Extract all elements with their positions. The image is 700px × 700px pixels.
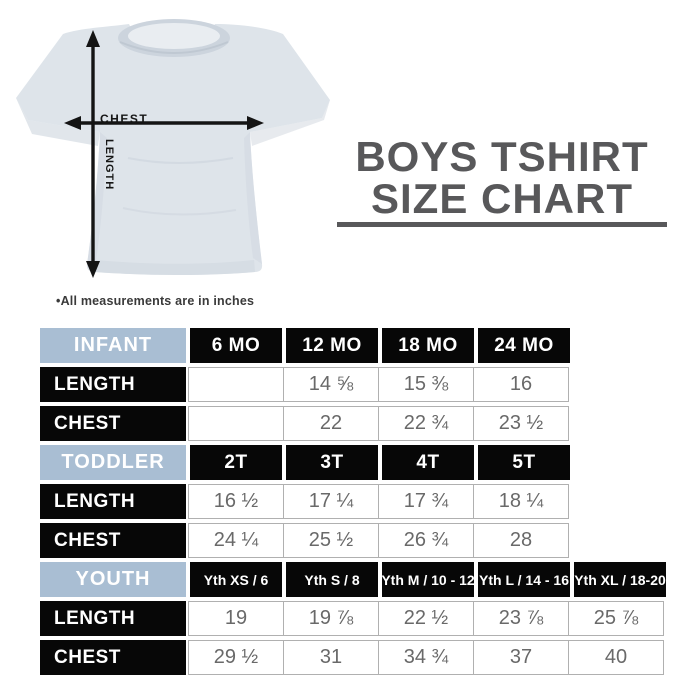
section-label-youth: YOUTH: [40, 562, 186, 597]
value-cell: 14 ⅝: [283, 367, 379, 402]
chest-measure-label: CHEST: [100, 112, 149, 126]
collar-inner: [128, 23, 220, 49]
size-header: 2T: [190, 445, 282, 480]
value-cell: 18 ¼: [473, 484, 569, 519]
value-cell: 17 ¼: [283, 484, 379, 519]
page-title: BOYS TSHIRT SIZE CHART: [334, 136, 670, 220]
size-header: 5T: [478, 445, 570, 480]
value-cell: [188, 367, 284, 402]
size-table: INFANT 6 MO 12 MO 18 MO 24 MO LENGTH 14 …: [40, 328, 668, 679]
tshirt-diagram: CHEST LENGTH •All measurements are in in…: [8, 8, 344, 308]
row-label-chest: CHEST: [40, 523, 186, 558]
value-cell: 22 ½: [378, 601, 474, 636]
value-cell: [188, 406, 284, 441]
table-row: CHEST 29 ½ 31 34 ¾ 37 40: [40, 640, 668, 675]
table-row: CHEST 24 ¼ 25 ½ 26 ¾ 28: [40, 523, 668, 558]
value-cell: 15 ⅜: [378, 367, 474, 402]
table-row: LENGTH 19 19 ⅞ 22 ½ 23 ⅞ 25 ⅞: [40, 601, 668, 636]
tshirt-illustration: [16, 19, 330, 278]
size-header: Yth XL / 18-20: [574, 562, 666, 597]
table-row: LENGTH 14 ⅝ 15 ⅜ 16: [40, 367, 668, 402]
size-header: 24 MO: [478, 328, 570, 363]
table-row: YOUTH Yth XS / 6 Yth S / 8 Yth M / 10 - …: [40, 562, 668, 597]
table-row: CHEST 22 22 ¾ 23 ½: [40, 406, 668, 441]
section-label-infant: INFANT: [40, 328, 186, 363]
value-cell: 19 ⅞: [283, 601, 379, 636]
size-header: Yth M / 10 - 12: [381, 562, 475, 597]
chest-arrow: [64, 116, 264, 130]
size-header: Yth L / 14 - 16: [478, 562, 570, 597]
length-arrow: [86, 30, 100, 278]
value-cell: 22: [283, 406, 379, 441]
value-cell: 37: [473, 640, 569, 675]
collar-seam: [119, 41, 229, 54]
value-cell: 25 ½: [283, 523, 379, 558]
size-header: 3T: [286, 445, 378, 480]
row-label-length: LENGTH: [40, 601, 186, 636]
value-cell: 24 ¼: [188, 523, 284, 558]
size-header: 18 MO: [382, 328, 474, 363]
size-header: 6 MO: [190, 328, 282, 363]
table-row: LENGTH 16 ½ 17 ¼ 17 ¾ 18 ¼: [40, 484, 668, 519]
value-cell: 26 ¾: [378, 523, 474, 558]
size-header: 4T: [382, 445, 474, 480]
size-header: 12 MO: [286, 328, 378, 363]
row-label-length: LENGTH: [40, 367, 186, 402]
value-cell: 17 ¾: [378, 484, 474, 519]
size-header: Yth XS / 6: [190, 562, 282, 597]
value-cell: 28: [473, 523, 569, 558]
value-cell: 19: [188, 601, 284, 636]
tshirt-shape: [16, 19, 330, 275]
value-cell: 25 ⅞: [568, 601, 664, 636]
value-cell: 16 ½: [188, 484, 284, 519]
row-label-length: LENGTH: [40, 484, 186, 519]
table-section-infant: INFANT 6 MO 12 MO 18 MO 24 MO LENGTH 14 …: [40, 328, 668, 441]
value-cell: 23 ⅞: [473, 601, 569, 636]
value-cell: 16: [473, 367, 569, 402]
table-section-toddler: TODDLER 2T 3T 4T 5T LENGTH 16 ½ 17 ¼ 17 …: [40, 445, 668, 558]
row-label-chest: CHEST: [40, 640, 186, 675]
value-cell: 23 ½: [473, 406, 569, 441]
table-section-youth: YOUTH Yth XS / 6 Yth S / 8 Yth M / 10 - …: [40, 562, 668, 675]
section-label-toddler: TODDLER: [40, 445, 186, 480]
table-row: TODDLER 2T 3T 4T 5T: [40, 445, 668, 480]
value-cell: 34 ¾: [378, 640, 474, 675]
table-row: INFANT 6 MO 12 MO 18 MO 24 MO: [40, 328, 668, 363]
length-measure-label: LENGTH: [103, 139, 115, 191]
value-cell: 40: [568, 640, 664, 675]
size-header: Yth S / 8: [286, 562, 378, 597]
page-title-line1: BOYS TSHIRT: [355, 133, 649, 180]
measurements-note: •All measurements are in inches: [56, 294, 255, 308]
value-cell: 31: [283, 640, 379, 675]
value-cell: 22 ¾: [378, 406, 474, 441]
title-underline: [337, 222, 667, 227]
page-title-line2: SIZE CHART: [371, 175, 633, 222]
row-label-chest: CHEST: [40, 406, 186, 441]
value-cell: 29 ½: [188, 640, 284, 675]
